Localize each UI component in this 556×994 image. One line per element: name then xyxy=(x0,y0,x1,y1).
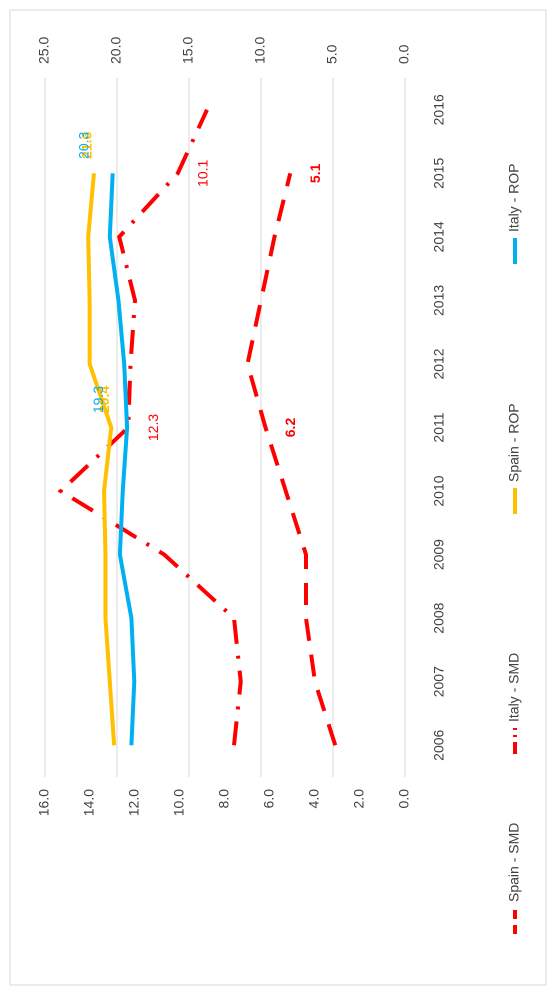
chart-border xyxy=(9,9,547,986)
data-label: 21.6 xyxy=(79,131,95,158)
x-tick-label: 2015 xyxy=(431,158,447,189)
x-tick-label: 2016 xyxy=(431,94,447,125)
x-tick-label: 2012 xyxy=(431,348,447,379)
x-tick-label: 2007 xyxy=(431,666,447,697)
y2-tick-label: 15.0 xyxy=(180,37,196,64)
y-tick-label: 0.0 xyxy=(396,789,412,809)
x-tick-label: 2014 xyxy=(431,221,447,252)
series-line xyxy=(57,108,243,746)
x-tick-label: 2011 xyxy=(431,412,447,442)
y2-tick-label: 5.0 xyxy=(324,44,340,64)
y-tick-label: 14.0 xyxy=(81,789,97,816)
legend-label: Italy - ROP xyxy=(506,164,522,232)
data-label: 6.2 xyxy=(282,418,298,438)
y-tick-label: 10.0 xyxy=(171,789,187,816)
y-tick-label: 8.0 xyxy=(216,789,232,809)
y-tick-label: 2.0 xyxy=(351,789,367,809)
legend-label: Spain - SMD xyxy=(506,823,522,902)
data-label: 20.3 xyxy=(75,131,91,158)
series-line xyxy=(107,173,137,746)
x-tick-label: 2010 xyxy=(431,475,447,506)
rotated-chart: 0.0 2.0 4.0 6.0 8.0 10.0 12.0 14.0 16.0 0.0 5.0 10.… xyxy=(9,9,547,986)
data-label: 12.3 xyxy=(145,414,161,441)
y2-tick-label: 25.0 xyxy=(36,37,52,64)
series-line xyxy=(86,173,117,746)
data-label: 10.1 xyxy=(194,159,210,186)
data-label: 19.3 xyxy=(90,386,106,413)
y-tick-label: 12.0 xyxy=(126,789,142,816)
x-tick-label: 2009 xyxy=(431,539,447,570)
y2-tick-label: 10.0 xyxy=(252,37,268,64)
series-line xyxy=(245,172,338,746)
data-label: 20.4 xyxy=(96,386,112,413)
legend-label: Italy - SMD xyxy=(506,653,522,722)
y2-tick-label: 0.0 xyxy=(396,44,412,64)
data-label: 5.1 xyxy=(307,163,323,183)
y-tick-label: 6.0 xyxy=(261,789,277,809)
y2-tick-label: 20.0 xyxy=(108,37,124,64)
x-tick-label: 2008 xyxy=(431,602,447,633)
x-tick-label: 2013 xyxy=(431,285,447,316)
legend-label: Spain - ROP xyxy=(506,403,522,482)
x-tick-label: 2006 xyxy=(431,729,447,760)
y-tick-label: 16.0 xyxy=(36,789,52,816)
y-tick-label: 4.0 xyxy=(306,789,322,809)
